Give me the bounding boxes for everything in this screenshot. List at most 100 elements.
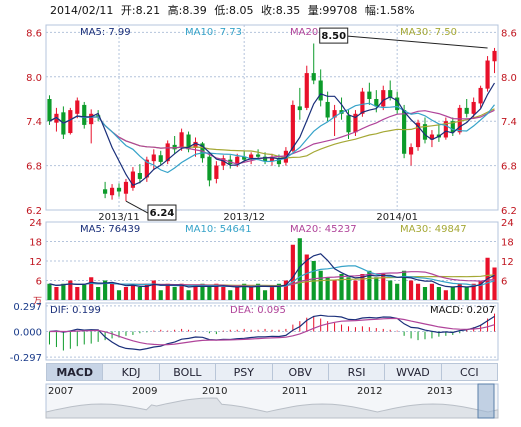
quote-open: 开:8.21 — [120, 4, 161, 17]
volume-tick-left: 12 — [29, 257, 42, 268]
tab-obv[interactable]: OBV — [272, 363, 329, 381]
volume-bar — [158, 290, 163, 300]
navigator-silhouette — [45, 397, 499, 419]
candle-body — [457, 107, 462, 133]
candle-body — [443, 121, 448, 138]
volume-bar — [290, 244, 295, 300]
candle-body — [82, 104, 87, 125]
indicator-tabs: MACD KDJ BOLL PSY OBV RSI WVAD CCI — [46, 363, 498, 381]
volume-bar — [346, 277, 351, 300]
candle-body — [415, 122, 421, 148]
tab-kdj[interactable]: KDJ — [103, 363, 160, 381]
tab-cci[interactable]: CCI — [441, 363, 498, 381]
navigator-year-label: 2007 — [48, 386, 73, 397]
price-ma-legend: MA20: 7.47 — [290, 27, 347, 38]
volume-bar — [193, 287, 198, 300]
macd-dif-label: DIF: 0.199 — [50, 305, 101, 316]
tab-rsi[interactable]: RSI — [328, 363, 386, 381]
candle-body — [290, 104, 295, 151]
volume-bar — [109, 283, 115, 300]
volume-bar — [388, 280, 393, 300]
candle-body — [346, 115, 351, 133]
high-marker-line — [347, 35, 488, 49]
quote-close: 收:8.35 — [261, 4, 301, 17]
volume-bar — [249, 287, 254, 300]
macd-tick-label: -0.297 — [10, 353, 42, 364]
quote-high: 高:8.39 — [167, 4, 207, 17]
volume-bar — [61, 283, 66, 300]
price-tick-right: 6.8 — [501, 162, 517, 173]
candle-body — [207, 156, 212, 181]
volume-ma-legend: MA30: 49847 — [400, 224, 467, 235]
volume-bar — [360, 274, 365, 300]
candle-body — [318, 80, 323, 101]
volume-bar — [464, 287, 469, 300]
candle-body — [464, 107, 469, 114]
candle-body — [353, 113, 358, 133]
candle-body — [249, 154, 254, 160]
candle-body — [325, 101, 330, 118]
volume-bar — [381, 274, 386, 300]
volume-bar — [429, 283, 435, 300]
candle-body — [109, 187, 115, 196]
volume-bar — [186, 290, 191, 300]
volume-bar — [304, 254, 309, 300]
volume-bar — [457, 283, 462, 300]
volume-bar — [54, 287, 59, 300]
date-tick-label: 2013/11 — [98, 212, 140, 223]
candle-body — [75, 100, 80, 114]
quote-header: 2014/02/11 开:8.21 高:8.39 低:8.05 收:8.35 量… — [50, 2, 419, 18]
macd-dea-line — [49, 317, 495, 346]
macd-dif-line — [49, 314, 495, 351]
volume-bar — [325, 277, 330, 300]
tab-wvad[interactable]: WVAD — [385, 363, 442, 381]
candle-body — [158, 155, 163, 162]
quote-date: 2014/02/11 — [50, 4, 114, 17]
candle-body — [408, 147, 414, 155]
candle-body — [304, 73, 309, 108]
tab-macd[interactable]: MACD — [46, 363, 104, 381]
volume-tick-right: 12 — [501, 257, 514, 268]
price-tick-right: 6.2 — [501, 206, 517, 217]
high-marker-box — [319, 27, 349, 44]
volume-bar — [471, 283, 476, 300]
navigator-year-label: 2013 — [427, 386, 452, 397]
navigator-year-label: 2011 — [282, 386, 307, 397]
candle-body — [402, 110, 407, 154]
macd-tick-label: 0.000 — [13, 328, 42, 339]
quote-change: 幅:1.58% — [364, 4, 415, 17]
candle-body — [221, 158, 226, 166]
volume-bar — [151, 280, 156, 300]
tab-psy[interactable]: PSY — [216, 363, 273, 381]
candle-body — [193, 141, 198, 148]
volume-bar — [492, 267, 497, 300]
price-tick-right: 8.0 — [501, 73, 517, 84]
volume-bar — [478, 280, 483, 300]
macd-tick-label: 0.297 — [13, 302, 42, 313]
tab-boll[interactable]: BOLL — [159, 363, 217, 381]
candle-body — [165, 143, 170, 162]
price-tick-left: 8.0 — [26, 73, 42, 84]
volume-bar — [172, 287, 177, 300]
candle-body — [186, 134, 191, 150]
volume-bar — [339, 274, 344, 300]
macd-dea-label: DEA: 0.095 — [230, 305, 286, 316]
volume-ma-legend: MA5: 76439 — [80, 224, 140, 235]
candle-body — [103, 189, 108, 194]
volume-ma5-line — [49, 253, 495, 288]
volume-bar — [130, 283, 136, 300]
volume-bar — [200, 283, 205, 300]
volume-bar — [256, 283, 261, 300]
candle-body — [130, 171, 136, 188]
volume-bar — [318, 270, 323, 300]
navigator-year-label: 2009 — [132, 386, 157, 397]
volume-bar — [297, 238, 302, 300]
volume-bar — [436, 287, 441, 300]
navigator-selection — [477, 383, 495, 419]
price-tick-left: 6.2 — [26, 206, 42, 217]
candle-body — [96, 115, 101, 118]
volume-tick-right: 24 — [501, 218, 514, 229]
macd-value-label: MACD: 0.207 — [430, 305, 495, 316]
price-panel-frame — [45, 24, 499, 211]
